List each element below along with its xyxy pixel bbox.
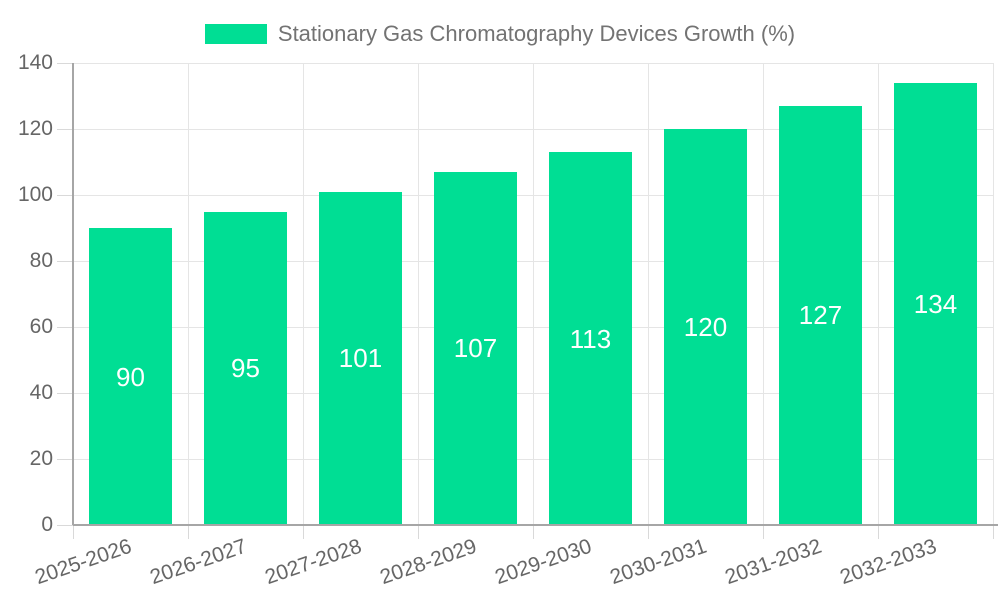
bar-2030-2031: 120: [664, 129, 747, 525]
bar-value-label: 113: [569, 323, 612, 354]
x-tick-mark: [417, 525, 419, 539]
x-gridline: [647, 63, 649, 525]
y-tick-label: 20: [29, 447, 53, 470]
x-tick-mark: [532, 525, 534, 539]
x-tick-mark: [877, 525, 879, 539]
bar-2027-2028: 101: [319, 191, 402, 525]
bar-value-label: 134: [913, 288, 958, 319]
y-tick-mark: [57, 524, 73, 526]
bar-2028-2029: 107: [434, 171, 517, 525]
x-tick-mark: [762, 525, 764, 539]
y-tick-mark: [57, 392, 73, 394]
y-tick-label: 120: [17, 117, 53, 140]
x-gridline: [762, 63, 764, 525]
y-tick-label: 140: [17, 51, 53, 74]
x-gridline: [532, 63, 534, 525]
x-gridline: [992, 63, 994, 525]
legend-label: Stationary Gas Chromatography Devices Gr…: [277, 21, 796, 46]
x-tick-mark: [187, 525, 189, 539]
y-tick-label: 40: [29, 381, 53, 404]
bar-value-label: 127: [798, 300, 843, 331]
x-tick-mark: [302, 525, 304, 539]
x-gridline: [187, 63, 189, 525]
y-tick-label: 60: [29, 315, 53, 338]
y-tick-mark: [57, 326, 73, 328]
x-axis-line: [73, 524, 998, 526]
bar-value-label: 107: [453, 333, 498, 364]
x-tick-mark: [72, 525, 74, 539]
bar-2026-2027: 95: [204, 211, 287, 525]
y-axis-line: [72, 63, 74, 525]
bar-2025-2026: 90: [89, 228, 172, 525]
bar-2031-2032: 127: [779, 105, 862, 525]
x-gridline: [877, 63, 879, 525]
y-tick-mark: [57, 128, 73, 130]
chart-legend: Stationary Gas Chromatography Devices Gr…: [0, 21, 1000, 47]
bar-value-label: 120: [683, 312, 728, 342]
x-tick-mark: [647, 525, 649, 539]
bar-value-label: 101: [338, 343, 383, 374]
legend-swatch: [204, 24, 267, 44]
y-tick-mark: [57, 260, 73, 262]
x-gridline: [417, 63, 419, 525]
bar-2029-2030: 113: [549, 152, 632, 525]
y-tick-label: 80: [29, 249, 53, 272]
y-tick-mark: [57, 458, 73, 460]
y-tick-label: 0: [41, 513, 53, 536]
bar-2032-2033: 134: [894, 82, 977, 525]
bar-value-label: 95: [231, 353, 260, 384]
plot-area: 90 95 101 107 113 120 127 134: [73, 62, 994, 525]
bar-value-label: 90: [116, 361, 145, 392]
x-gridline: [302, 63, 304, 525]
y-tick-mark: [57, 62, 73, 64]
y-tick-label: 100: [17, 183, 53, 206]
y-tick-mark: [57, 194, 73, 196]
x-tick-mark: [992, 525, 994, 539]
